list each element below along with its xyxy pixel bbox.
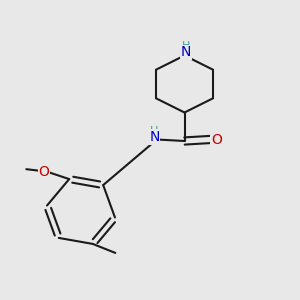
- Text: O: O: [38, 165, 49, 178]
- Text: H: H: [150, 126, 159, 136]
- Text: N: N: [181, 46, 191, 59]
- Text: N: N: [149, 130, 160, 144]
- Text: O: O: [211, 133, 222, 146]
- Text: H: H: [182, 41, 190, 51]
